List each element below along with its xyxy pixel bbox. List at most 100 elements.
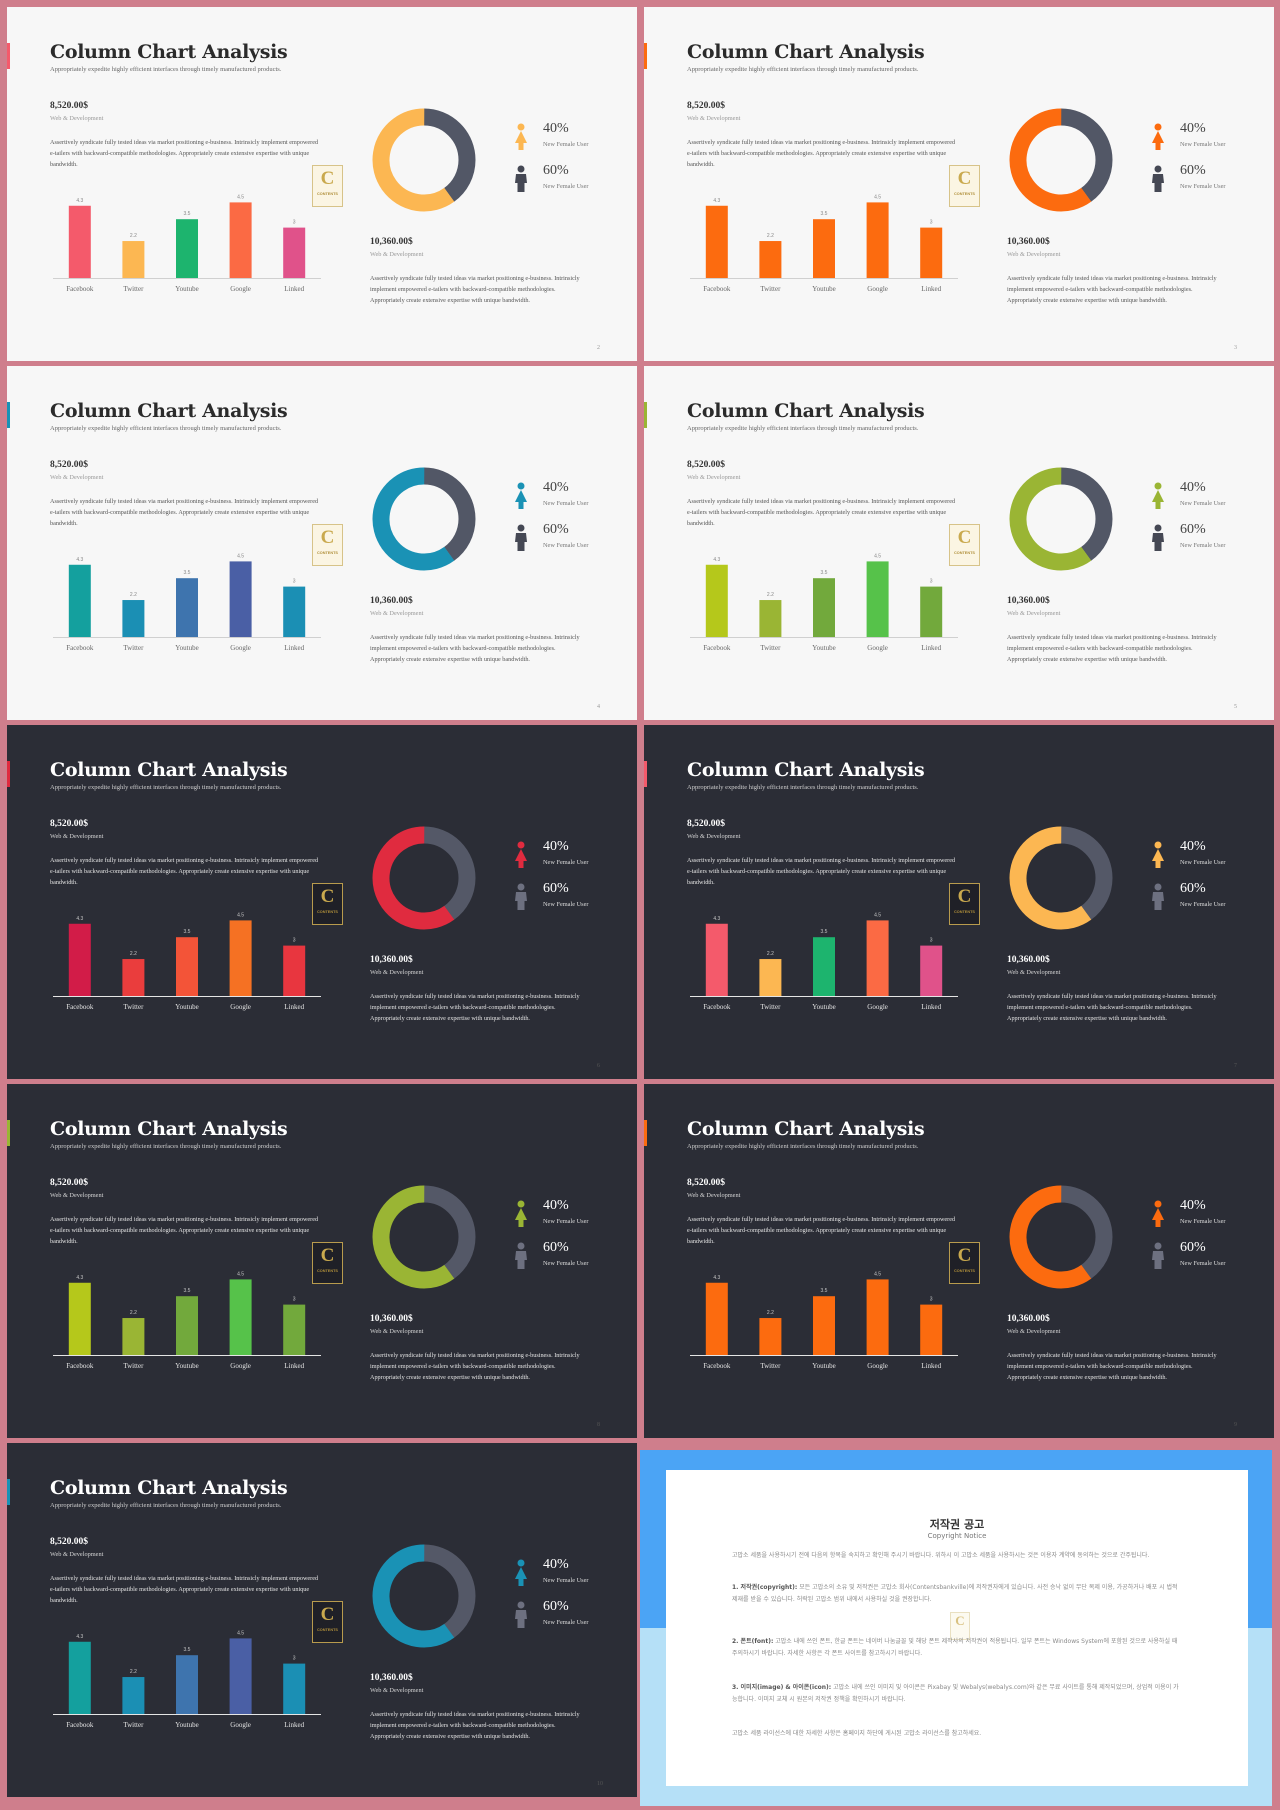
category-label: Twitter: [123, 1003, 144, 1011]
right-caption: Web & Development: [1007, 1328, 1061, 1335]
legend-female-percent: 40%: [1180, 1198, 1206, 1213]
female-icon-head: [1154, 1200, 1162, 1208]
bar-twitter: [122, 1677, 145, 1714]
left-caption: Web & Development: [50, 115, 104, 122]
bar-google: [229, 1279, 252, 1355]
left-caption: Web & Development: [687, 474, 741, 481]
right-caption: Web & Development: [1007, 610, 1061, 617]
page-number: 3: [1234, 345, 1237, 351]
bar-value-label: 3.5: [821, 570, 828, 576]
bar-twitter: [759, 600, 782, 637]
female-icon: [515, 1559, 527, 1586]
category-label: Google: [867, 1003, 888, 1011]
category-label: Google: [230, 285, 251, 293]
category-label: Facebook: [703, 1003, 731, 1011]
legend-male-label: New Female User: [1180, 901, 1226, 908]
slide-title: Column Chart Analysis: [687, 400, 925, 422]
left-paragraph: Assertively syndicate fully tested ideas…: [50, 1216, 319, 1245]
category-label: Youtube: [175, 285, 198, 293]
category-label: Twitter: [760, 1003, 781, 1011]
bar-value-label: 4.5: [874, 912, 881, 918]
category-label: Google: [867, 1362, 888, 1370]
female-icon-head: [1154, 482, 1162, 490]
bar-google: [229, 920, 252, 996]
bar-value-label: 3.5: [821, 1288, 828, 1294]
category-label: Youtube: [175, 1721, 198, 1729]
male-icon-body: [1152, 1251, 1164, 1269]
male-icon-body: [1152, 533, 1164, 551]
donut-chart: [1009, 1185, 1113, 1289]
bar-value-label: 4.5: [237, 553, 244, 559]
male-icon-body: [515, 174, 527, 192]
category-label: Twitter: [123, 1362, 144, 1370]
slide-accent-tab: [644, 402, 647, 428]
category-label: Linked: [284, 285, 304, 293]
left-amount: 8,520.00$: [687, 101, 725, 111]
bar-youtube: [176, 219, 198, 278]
notice-logo-letter: C: [955, 1613, 965, 1628]
donut-chart: [372, 467, 476, 571]
notice-item-font-body: 고맙소 내에 쓰인 폰트, 한글 폰트는 네이버 나눔글꼴 및 해당 폰트 제작…: [732, 1638, 1178, 1657]
category-label: Google: [867, 285, 888, 293]
slide-subtitle: Appropriately expedite highly efficient …: [50, 425, 282, 432]
category-label: Linked: [921, 644, 941, 652]
bar-facebook: [68, 923, 91, 996]
bar-value-label: 4.5: [874, 1271, 881, 1277]
slide-accent-tab: [644, 1120, 647, 1146]
left-amount: 8,520.00$: [687, 1178, 725, 1188]
column-chart: 4.3 Facebook 2.2 Twitter 3.5 Youtube 4.5 Google…: [690, 1271, 958, 1370]
bar-youtube: [813, 219, 835, 278]
category-label: Linked: [284, 644, 304, 652]
right-amount: 10,360.00$: [370, 596, 413, 606]
bar-value-label: 2.2: [767, 951, 774, 957]
female-icon: [515, 123, 527, 150]
legend-female-label: New Female User: [543, 500, 589, 507]
notice-title: 저작권 공고: [929, 1518, 985, 1531]
bar-value-label: 3: [930, 938, 933, 944]
bar-value-label: 3: [930, 1297, 933, 1303]
male-icon-head: [517, 165, 525, 173]
notice-watermark-logo: C: [950, 1612, 970, 1640]
column-chart: 4.3 Facebook 2.2 Twitter 3.5 Youtube 4.5 Google…: [53, 1630, 321, 1729]
category-label: Twitter: [760, 1362, 781, 1370]
category-label: Twitter: [123, 285, 144, 293]
category-label: Facebook: [66, 644, 94, 652]
contents-logo: C CONTENTS: [312, 1242, 343, 1284]
notice-outro: 고맙소 세품 라이선스에 대한 자세한 사항은 홈페이지 하단에 게시된 고맙소…: [732, 1730, 982, 1737]
bar-linked: [283, 586, 306, 637]
left-paragraph: Assertively syndicate fully tested ideas…: [50, 139, 319, 168]
left-caption: Web & Development: [687, 833, 741, 840]
page-number: 7: [1234, 1063, 1237, 1069]
bar-value-label: 2.2: [130, 1310, 137, 1316]
category-label: Facebook: [703, 644, 731, 652]
legend-female-label: New Female User: [543, 141, 589, 148]
bar-linked: [920, 586, 943, 637]
slide: Column Chart Analysis Appropriately exped…: [7, 366, 637, 720]
female-icon: [1152, 482, 1164, 509]
notice-item-image-head: 3. 이미지(image) & 아이콘(icon):: [732, 1684, 832, 1691]
male-icon: [515, 524, 527, 551]
right-paragraph: Assertively syndicate fully tested ideas…: [1007, 275, 1217, 304]
bar-facebook: [705, 564, 728, 637]
category-label: Facebook: [66, 285, 94, 293]
right-paragraph: Assertively syndicate fully tested ideas…: [370, 1352, 580, 1381]
bar-facebook: [705, 1282, 728, 1355]
donut-chart: [372, 826, 476, 930]
page-number: 5: [1234, 704, 1237, 710]
bar-twitter: [759, 1318, 782, 1355]
bar-value-label: 3: [293, 938, 296, 944]
right-caption: Web & Development: [370, 1328, 424, 1335]
category-label: Linked: [284, 1003, 304, 1011]
bar-facebook: [68, 205, 91, 278]
slide-accent-tab: [7, 1120, 10, 1146]
female-icon: [515, 482, 527, 509]
bar-value-label: 3: [293, 579, 296, 585]
slide-accent-tab: [7, 761, 10, 787]
bar-value-label: 3.5: [821, 211, 828, 217]
logo-text: CONTENTS: [954, 1269, 975, 1273]
left-caption: Web & Development: [50, 474, 104, 481]
logo-text: CONTENTS: [954, 910, 975, 914]
notice-item-copyright: 1. 저작권(copyright): 모든 고맙소의 소유 및 저작권은 고맙소…: [732, 1582, 1184, 1605]
bar-value-label: 3.5: [184, 211, 191, 217]
category-label: Youtube: [175, 1362, 198, 1370]
